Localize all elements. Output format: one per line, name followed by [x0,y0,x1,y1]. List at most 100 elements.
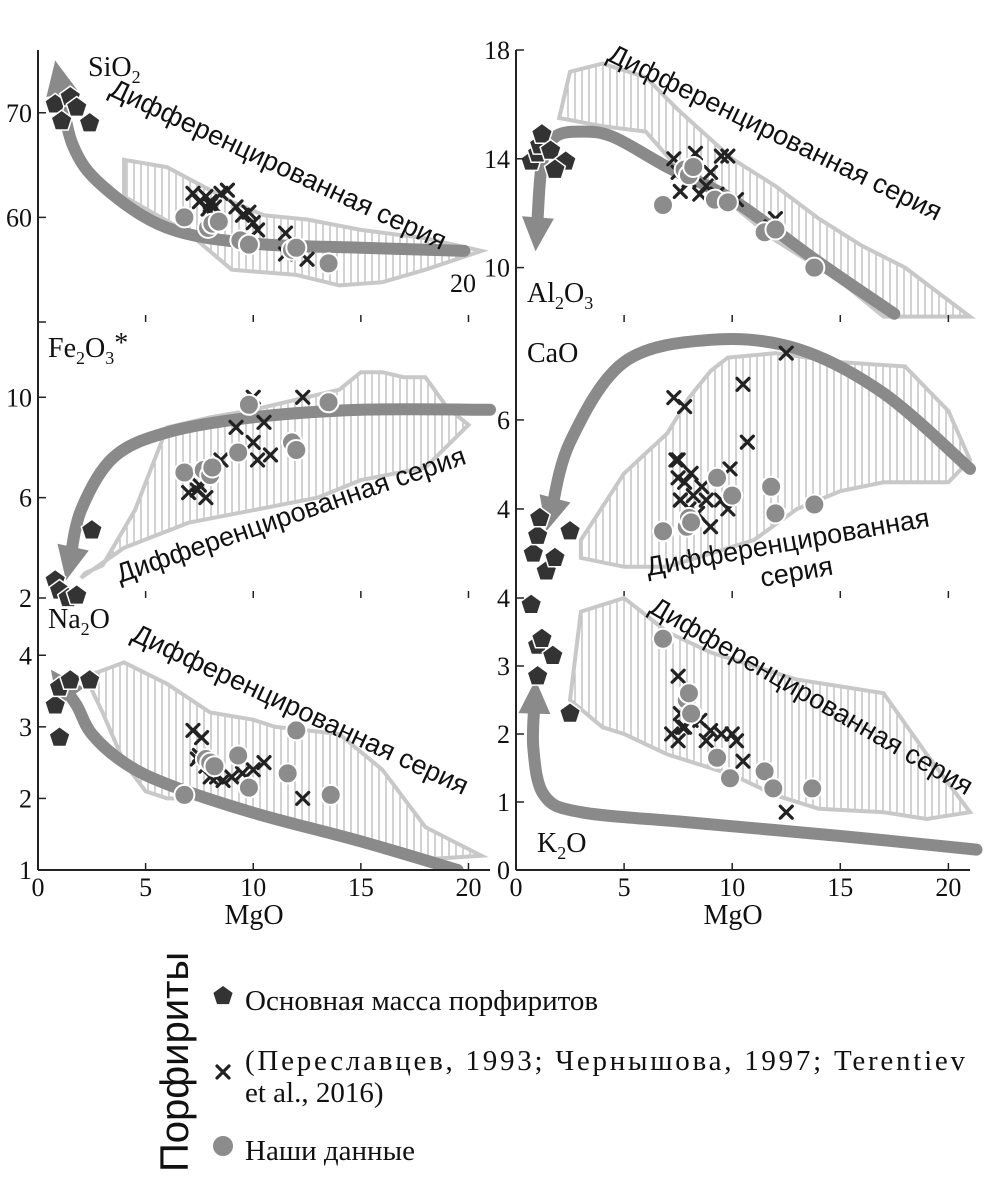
y-tick-label: 3 [497,652,510,681]
legend-label: Наши данные [245,1135,415,1167]
pentagon-marker [80,518,104,540]
circle-marker [237,393,260,416]
oxide-label: CaO [527,338,578,369]
x-tick-label: 5 [139,873,152,902]
pentagon-marker [543,157,567,180]
pentagon-marker [48,725,71,748]
legend-items: Основная масса порфиритов (Переславцев, 1… [211,984,965,1167]
circle-marker [764,218,787,241]
x-tick-label: 5 [618,873,631,902]
circle-marker [285,719,308,742]
x-tick-label: 20 [455,873,481,902]
cross-marker [698,733,714,749]
legend-item-circle: Наши данные [211,1134,415,1167]
cross-marker [295,389,311,405]
circle-marker [762,777,785,800]
x-tick-label: 0 [510,873,523,902]
circle-marker [706,466,729,489]
circle-marker [803,256,826,279]
cross-marker [241,204,257,220]
oxide-label: SiO2 [88,52,141,87]
pentagon-marker [521,541,545,564]
circle-marker [682,155,705,178]
x-tick-label: 10 [719,873,745,902]
circle-marker [652,627,675,650]
y-tick-label: 14 [484,145,510,174]
cross-marker [702,164,719,180]
pentagon-marker [530,122,554,144]
circle-marker [317,391,340,414]
pentagon-marker [539,138,562,161]
pentagon-marker [519,592,543,615]
circle-marker [173,783,196,806]
oxide-label: K2O [537,828,586,863]
cross-marker [683,465,699,481]
plot-area-fe2o3 [63,370,496,580]
y-tick-label: 70 [6,99,32,128]
cross-marker [670,733,686,749]
circle-marker [173,461,196,484]
circle-marker [803,493,826,516]
legend-title: Порфириты [153,952,197,1172]
cross-marker [256,414,272,430]
circle-marker [173,206,196,229]
x-tick-label: 15 [348,873,374,902]
circle-marker [227,744,250,767]
pentagon-marker [528,505,552,528]
circle-marker [706,746,729,769]
cross-marker [249,222,266,238]
y-tick-label: 60 [6,203,32,232]
pentagon-icon [211,984,235,1006]
differentiated-field [578,351,973,569]
x-axis-label: MgO [703,900,762,931]
cross-marker [692,186,708,202]
oxide-label: Na2O [48,604,110,639]
circle-marker [203,755,226,778]
cross-marker [277,225,294,241]
pentagon-marker [58,668,82,690]
circle-marker [207,210,230,233]
trend-arrowhead [57,543,89,581]
cross-marker [670,668,686,684]
cross-marker [735,376,751,392]
pentagon-marker [543,545,567,568]
plot-area-sio2 [52,72,489,288]
circle-marker [760,475,783,498]
cross-marker [739,434,755,450]
cross-marker [256,755,272,771]
y-tick-label: 2 [19,584,32,613]
cross-marker [677,474,693,490]
cross-marker [245,434,261,451]
y-tick-label: 4 [497,495,510,524]
circle-marker [680,511,703,534]
cross-marker [245,762,261,778]
cross-marker [694,479,710,495]
cross-marker [228,419,244,435]
trend-curve [526,691,983,856]
pentagon-marker [526,664,549,686]
y-tick-label: 6 [19,484,32,513]
oxide-label: Al2O3 [527,278,593,313]
cross-marker [698,492,714,508]
y-tick-label: 3 [19,713,32,742]
plot-area-na2o [55,660,489,870]
circle-marker [317,252,340,275]
circle-marker [319,783,342,806]
cross-marker [668,452,684,468]
pentagon-marker [78,111,101,133]
x-axis-label: MgO [224,900,283,931]
x-tick-label: 20 [935,873,961,902]
pentagon-marker [558,701,582,724]
cross-marker [677,398,693,415]
circle-marker [237,776,260,799]
circle-marker [227,441,250,464]
circle-icon [211,1134,235,1158]
x-tick-label: 15 [827,873,853,902]
circle-marker [677,682,700,705]
